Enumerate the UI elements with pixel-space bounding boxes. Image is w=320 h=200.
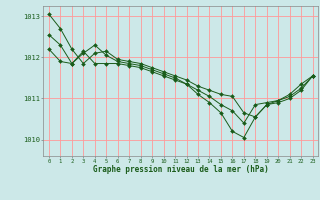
X-axis label: Graphe pression niveau de la mer (hPa): Graphe pression niveau de la mer (hPa) xyxy=(93,165,269,174)
